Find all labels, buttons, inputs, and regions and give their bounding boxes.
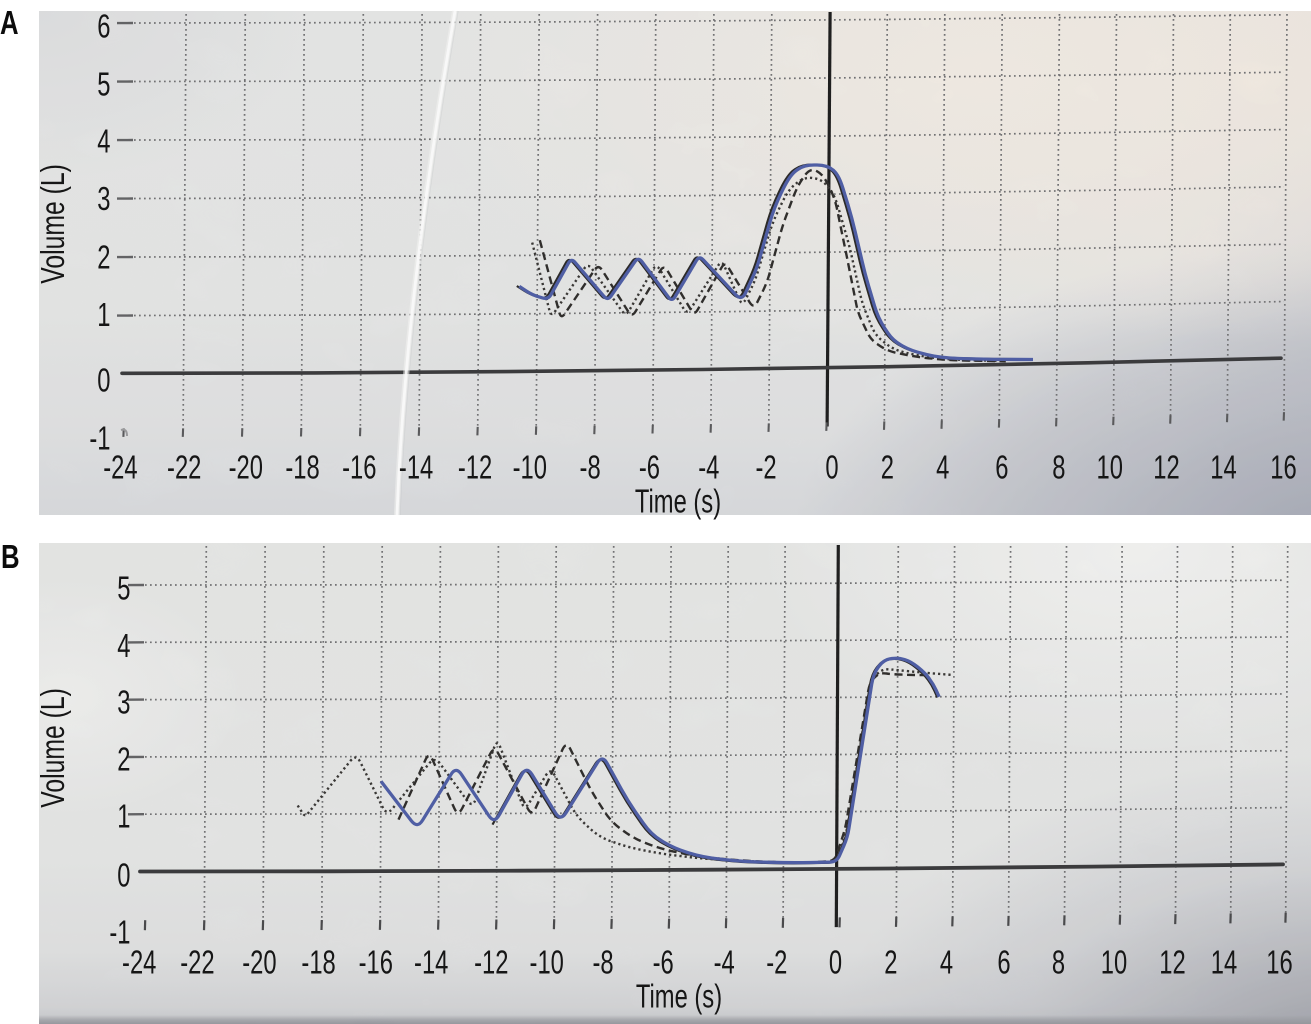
svg-text:-16: -16 <box>359 945 393 982</box>
svg-text:8: 8 <box>1052 450 1065 487</box>
svg-text:1: 1 <box>97 297 110 334</box>
svg-text:Volume (L): Volume (L) <box>36 688 72 808</box>
svg-text:0: 0 <box>825 450 838 487</box>
svg-text:2: 2 <box>117 742 130 779</box>
svg-text:-4: -4 <box>698 450 719 487</box>
svg-text:1: 1 <box>117 799 130 836</box>
svg-text:5: 5 <box>97 67 110 104</box>
svg-text:3: 3 <box>97 181 110 218</box>
svg-text:-18: -18 <box>301 945 335 982</box>
svg-text:-12: -12 <box>474 945 508 982</box>
svg-text:10: 10 <box>1101 945 1127 982</box>
svg-text:-20: -20 <box>229 450 263 487</box>
svg-text:-10: -10 <box>530 945 564 982</box>
svg-text:Time (s): Time (s) <box>636 979 722 1016</box>
svg-text:-22: -22 <box>180 945 214 982</box>
svg-text:-2: -2 <box>766 945 787 982</box>
svg-text:8: 8 <box>1052 945 1065 982</box>
svg-text:0: 0 <box>117 858 130 895</box>
svg-text:4: 4 <box>936 450 949 487</box>
svg-text:-16: -16 <box>342 450 376 487</box>
svg-text:-10: -10 <box>513 450 547 487</box>
svg-text:-18: -18 <box>285 450 319 487</box>
svg-text:4: 4 <box>117 628 130 665</box>
svg-text:0: 0 <box>829 945 842 982</box>
svg-text:4: 4 <box>97 124 110 161</box>
svg-text:-24: -24 <box>103 450 137 487</box>
svg-text:-6: -6 <box>653 945 674 982</box>
svg-text:16: 16 <box>1270 450 1296 487</box>
svg-text:16: 16 <box>1266 945 1292 982</box>
svg-text:2: 2 <box>884 945 897 982</box>
svg-text:6: 6 <box>995 450 1008 487</box>
svg-text:6: 6 <box>997 945 1010 982</box>
svg-text:-12: -12 <box>458 450 492 487</box>
svg-text:2: 2 <box>881 450 894 487</box>
svg-text:Time (s): Time (s) <box>635 484 721 521</box>
svg-text:-2: -2 <box>755 450 776 487</box>
svg-text:14: 14 <box>1211 945 1237 982</box>
svg-text:-1: -1 <box>89 421 110 458</box>
svg-text:-14: -14 <box>399 450 433 487</box>
svg-text:12: 12 <box>1153 450 1179 487</box>
svg-text:-6: -6 <box>639 450 660 487</box>
svg-text:-24: -24 <box>122 945 156 982</box>
svg-text:2: 2 <box>97 240 110 277</box>
svg-text:12: 12 <box>1159 945 1185 982</box>
svg-text:6: 6 <box>97 9 110 46</box>
svg-text:-14: -14 <box>414 945 448 982</box>
svg-text:-8: -8 <box>580 450 601 487</box>
svg-text:-20: -20 <box>242 945 276 982</box>
svg-text:Volume (L): Volume (L) <box>36 164 72 284</box>
svg-text:0: 0 <box>97 363 110 400</box>
svg-text:4: 4 <box>940 945 953 982</box>
svg-text:3: 3 <box>117 685 130 722</box>
svg-text:-22: -22 <box>167 450 201 487</box>
svg-text:-8: -8 <box>592 945 613 982</box>
svg-text:-4: -4 <box>714 945 735 982</box>
svg-text:14: 14 <box>1210 450 1236 487</box>
svg-text:10: 10 <box>1096 450 1122 487</box>
svg-text:5: 5 <box>117 571 130 608</box>
svg-text:-1: -1 <box>109 915 130 952</box>
